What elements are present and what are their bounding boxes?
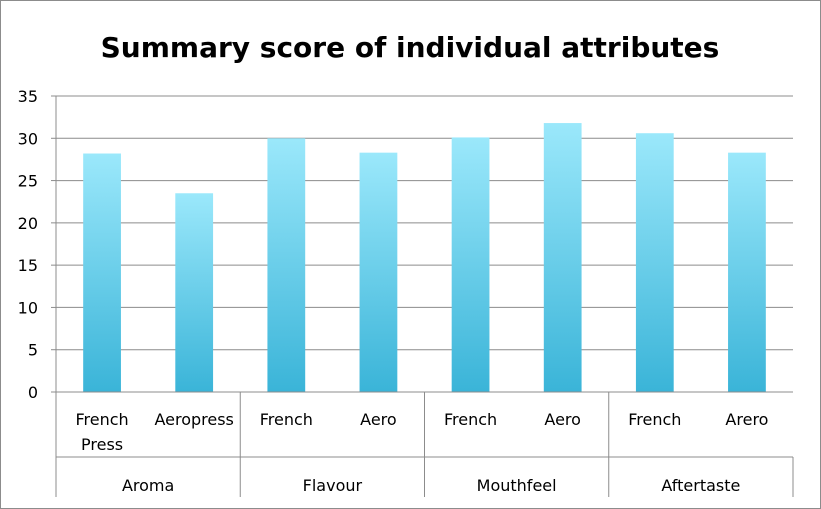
y-tick-label: 35 [18, 87, 38, 106]
y-tick-label: 25 [18, 172, 38, 191]
y-tick-label: 10 [18, 298, 38, 317]
y-tick-label: 5 [28, 341, 38, 360]
bar [175, 193, 214, 392]
x-category-label: French [260, 410, 313, 429]
x-category-label: Aero [544, 410, 581, 429]
x-group-label: Flavour [303, 476, 363, 495]
x-category-label: French [444, 410, 497, 429]
x-category-label: Press [81, 435, 123, 454]
x-category-label: Aero [360, 410, 397, 429]
x-category-label: Aeropress [154, 410, 233, 429]
bar [83, 153, 121, 392]
y-tick-label: 0 [28, 383, 38, 402]
x-category-label: French [628, 410, 681, 429]
chart-title: Summary score of individual attributes [101, 31, 720, 64]
x-group-label: Aftertaste [661, 476, 740, 495]
bar [728, 152, 766, 392]
bar [451, 137, 490, 392]
bar [359, 152, 398, 392]
bar [543, 123, 582, 392]
x-category-label: Arero [725, 410, 768, 429]
x-category-label: French [75, 410, 128, 429]
y-tick-label: 15 [18, 256, 38, 275]
x-group-label: Mouthfeel [477, 476, 557, 495]
x-group-label: Aroma [122, 476, 174, 495]
y-tick-label: 30 [18, 129, 38, 148]
y-tick-label: 20 [18, 214, 38, 233]
bar [267, 138, 306, 392]
bar [635, 133, 674, 392]
